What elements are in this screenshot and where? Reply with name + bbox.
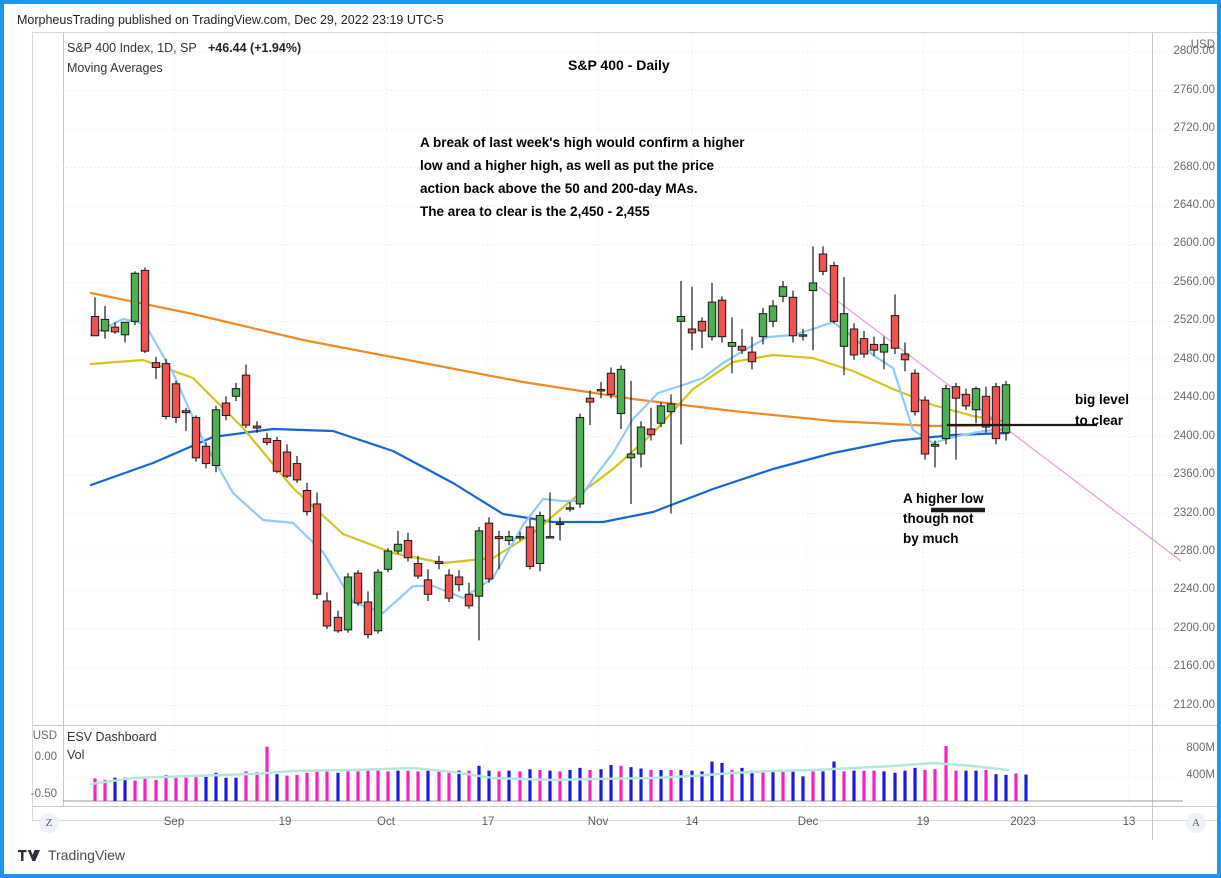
price-tick-label: 2680.00 [1173,160,1215,173]
time-tick-label: 17 [481,816,495,828]
price-axis[interactable]: USD 2800.00 2760.00 2720.00 2680.00 2640.00 2… [1153,33,1217,725]
time-tick-label: 13 [1122,816,1136,828]
volume-left-axis[interactable]: USD 0.00 -0.50 [30,726,63,807]
price-tick-label: 2320.00 [1173,506,1215,519]
price-tick-label: 2800.00 [1173,45,1215,58]
volume-right-tick-0: 800M [1186,742,1215,754]
price-tick-label: 2400.00 [1173,429,1215,442]
chart-frame: S&P 400 Index, 1D, SP +46.44 (+1.94%) Mo… [30,32,1217,840]
price-tick-label: 2360.00 [1173,468,1215,481]
vertical-gridlines [173,33,1130,725]
footer: TradingView [8,840,1217,870]
horizontal-gridlines [63,51,1183,707]
time-tick-label: 19 [916,816,930,828]
publication-text: MorpheusTrading published on TradingView… [17,13,444,27]
price-tick-label: 2200.00 [1173,621,1215,634]
tradingview-brand-label: TradingView [48,847,126,863]
volume-vertical-gridlines [173,726,1130,807]
time-axis-divider [33,806,1217,807]
volume-bars [93,745,1028,801]
price-chart-svg [63,33,1183,725]
price-tick-label: 2440.00 [1173,391,1215,404]
price-tick-label: 2600.00 [1173,237,1215,250]
moving-average-lines [89,291,1010,615]
pane-divider [33,725,1217,726]
price-tick-label: 2720.00 [1173,122,1215,135]
volume-right-tick-1: 400M [1186,769,1215,781]
price-tick-label: 2280.00 [1173,545,1215,557]
right-axis-divider [1152,33,1153,840]
candlesticks [90,246,1011,641]
volume-chart-svg [63,726,1183,807]
volume-pane[interactable]: ESV Dashboard Vol [63,726,1183,807]
price-tick-label: 2480.00 [1173,352,1215,365]
volume-right-axis[interactable]: 800M 400M [1153,726,1217,807]
price-tick-label: 2760.00 [1173,83,1215,96]
time-tick-label: 14 [685,816,699,828]
price-axis-currency: USD [1190,39,1215,51]
left-axis-divider [63,33,64,807]
time-tick-label: Oct [377,816,395,828]
auto-scale-button[interactable]: A [1186,813,1206,833]
time-tick-label: Nov [587,816,609,828]
price-tick-label: 2560.00 [1173,275,1215,288]
publication-bar: MorpheusTrading published on TradingView… [8,8,1217,32]
price-tick-label: 2640.00 [1173,199,1215,211]
volume-left-tick-0: 0.00 [34,751,57,763]
volume-left-currency: USD [32,730,57,742]
time-tick-label: Dec [797,816,819,828]
time-tick-label: 19 [278,816,292,828]
price-tick-label: 2520.00 [1173,314,1215,327]
time-tick-label: 2023 [1010,816,1036,828]
price-tick-label: 2120.00 [1173,698,1215,711]
price-tick-label: 2240.00 [1173,583,1215,596]
time-tick-label: Sep [163,816,185,828]
price-pane[interactable]: S&P 400 Index, 1D, SP +46.44 (+1.94%) Mo… [63,33,1183,725]
time-axis[interactable]: Sep 19 Oct 17 Nov 14 Dec 19 2023 13 Z A [33,807,1217,840]
volume-left-tick-1: -0.50 [30,788,57,800]
timezone-button[interactable]: Z [39,813,59,833]
price-tick-label: 2160.00 [1173,660,1215,673]
volume-moving-average [89,761,1010,786]
annotation-lines [931,423,1097,513]
tradingview-logo-icon [18,849,40,861]
